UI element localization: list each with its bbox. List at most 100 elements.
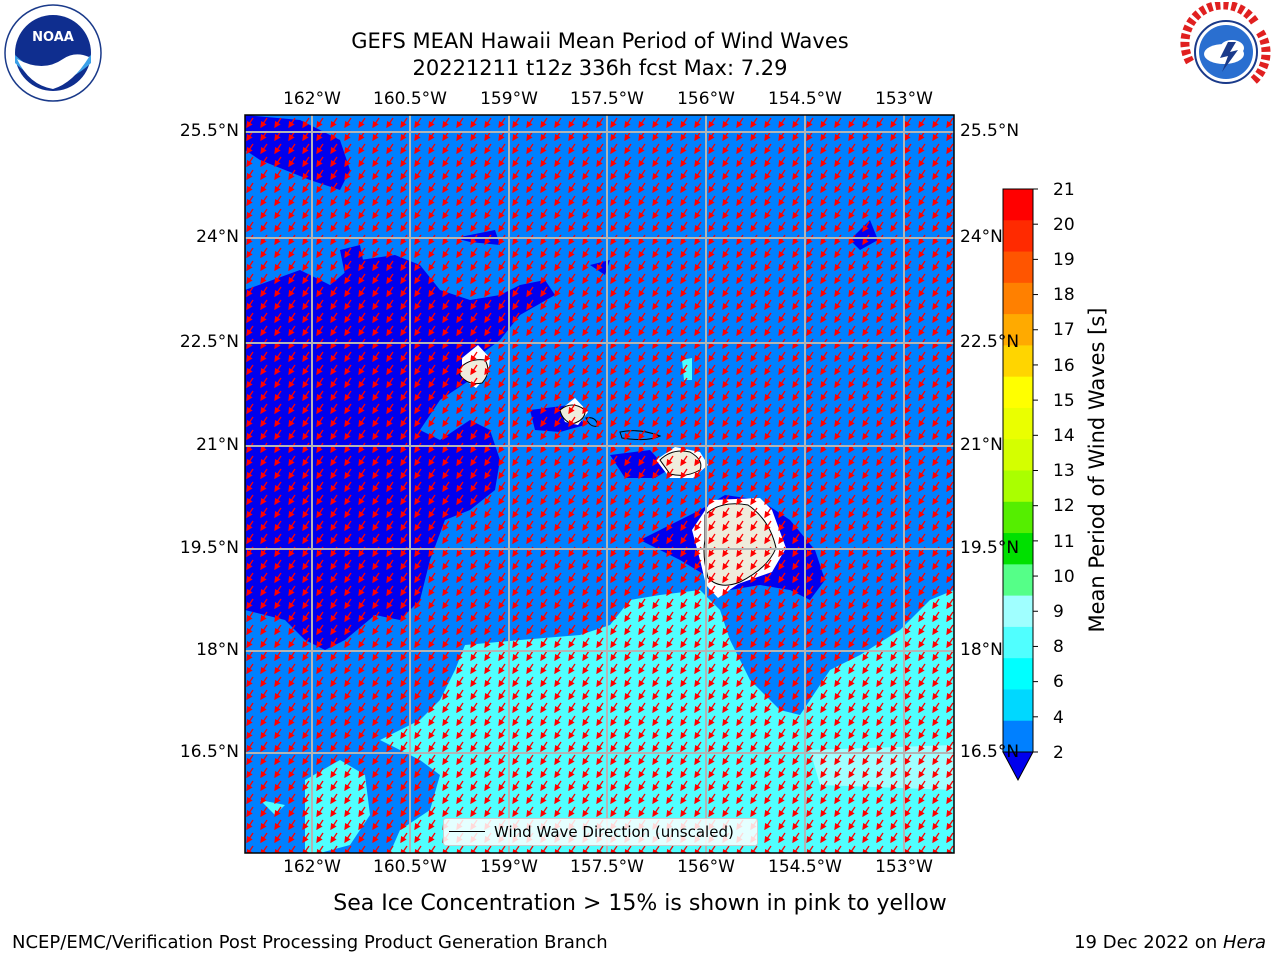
- wind-arrow: [652, 169, 660, 181]
- wind-arrow: [358, 169, 366, 181]
- wind-arrow: [344, 221, 352, 233]
- wind-arrow: [806, 169, 814, 181]
- wind-arrow: [554, 182, 562, 194]
- wind-arrow: [568, 182, 576, 194]
- wind-arrow: [680, 208, 688, 220]
- wind-arrow: [498, 182, 506, 194]
- wind-arrow: [610, 195, 618, 207]
- wind-arrow: [400, 143, 408, 155]
- wind-arrow: [316, 182, 324, 194]
- wind-arrow: [512, 156, 520, 168]
- wind-arrow: [722, 156, 730, 168]
- wind-arrow: [358, 195, 366, 207]
- wind-arrow: [596, 182, 604, 194]
- wind-arrow: [806, 182, 814, 194]
- wind-arrow: [890, 169, 898, 181]
- lon-label-top: 154.5°W: [768, 89, 842, 109]
- wind-arrow: [442, 143, 450, 155]
- wind-arrow: [694, 182, 702, 194]
- footer-machine: Hera: [1222, 932, 1266, 953]
- lon-label-bottom: 156°W: [677, 857, 735, 877]
- wind-arrow: [932, 208, 940, 220]
- wind-arrow: [722, 221, 730, 233]
- footer-date: 19 Dec 2022 on Hera: [1074, 932, 1266, 953]
- wind-arrow: [456, 208, 464, 220]
- wind-arrow: [708, 143, 716, 155]
- wind-arrow: [694, 143, 702, 155]
- wind-arrow: [806, 117, 814, 129]
- wind-arrow: [372, 156, 380, 168]
- colorbar-tick: 13: [1053, 461, 1075, 481]
- wind-arrow: [400, 117, 408, 129]
- wind-arrow: [568, 195, 576, 207]
- wind-arrow: [428, 117, 436, 129]
- lon-label-bottom: 160.5°W: [373, 857, 447, 877]
- lat-label-left: 22.5°N: [179, 332, 239, 352]
- colorbar-band: [1003, 658, 1033, 690]
- wind-arrow: [386, 169, 394, 181]
- wind-arrow: [260, 143, 268, 155]
- sea-ice-note: Sea Ice Concentration > 15% is shown in …: [333, 891, 947, 916]
- colorbar-tick: 16: [1053, 356, 1075, 376]
- wind-arrow: [414, 221, 422, 233]
- wind-arrow: [890, 143, 898, 155]
- wind-arrow: [526, 117, 534, 129]
- wind-arrow: [750, 195, 758, 207]
- wind-arrow: [260, 195, 268, 207]
- wind-arrow: [484, 208, 492, 220]
- wind-arrow: [568, 208, 576, 220]
- wind-arrow: [302, 208, 310, 220]
- wind-arrow: [330, 208, 338, 220]
- wind-arrow: [890, 208, 898, 220]
- wind-arrow: [652, 182, 660, 194]
- wind-arrow: [260, 221, 268, 233]
- wind-arrow: [442, 208, 450, 220]
- wind-arrow: [778, 169, 786, 181]
- wind-arrow: [750, 169, 758, 181]
- colorbar-band: [1003, 376, 1033, 409]
- wind-arrow: [736, 143, 744, 155]
- wind-arrow: [666, 156, 674, 168]
- wind-arrow: [834, 182, 842, 194]
- wind-arrow: [400, 195, 408, 207]
- wind-arrow: [344, 156, 352, 168]
- legend-line-swatch: [449, 831, 485, 832]
- wind-arrow: [708, 208, 716, 220]
- wind-arrow: [666, 195, 674, 207]
- wind-arrow: [694, 221, 702, 233]
- wind-arrow: [946, 182, 954, 194]
- colorbar-band: [1003, 501, 1033, 534]
- wind-arrow: [904, 169, 912, 181]
- wind-arrow: [792, 195, 800, 207]
- wind-arrow: [708, 156, 716, 168]
- wind-arrow: [554, 117, 562, 129]
- wind-arrow: [834, 156, 842, 168]
- wind-arrow: [610, 208, 618, 220]
- wind-arrow: [246, 182, 254, 194]
- wind-arrow: [442, 221, 450, 233]
- wind-arrow: [638, 221, 646, 233]
- wind-arrow: [848, 143, 856, 155]
- wind-arrow: [680, 195, 688, 207]
- wind-arrow: [834, 117, 842, 129]
- wind-arrow: [708, 169, 716, 181]
- lat-label-left: 18°N: [196, 640, 239, 660]
- wind-arrow: [694, 195, 702, 207]
- wind-arrow: [568, 169, 576, 181]
- wind-arrow: [372, 117, 380, 129]
- wind-arrow: [778, 156, 786, 168]
- wind-arrow: [918, 195, 926, 207]
- wind-arrow: [750, 182, 758, 194]
- wind-arrow: [610, 221, 618, 233]
- wind-arrow: [316, 143, 324, 155]
- wind-arrow: [372, 143, 380, 155]
- wind-arrow: [848, 117, 856, 129]
- wind-arrow: [806, 156, 814, 168]
- wind-arrow: [848, 208, 856, 220]
- lat-label-right: 19.5°N: [960, 538, 1020, 558]
- wind-arrow: [764, 117, 772, 129]
- wind-arrow: [932, 156, 940, 168]
- wind-arrow: [372, 208, 380, 220]
- wind-arrow: [722, 182, 730, 194]
